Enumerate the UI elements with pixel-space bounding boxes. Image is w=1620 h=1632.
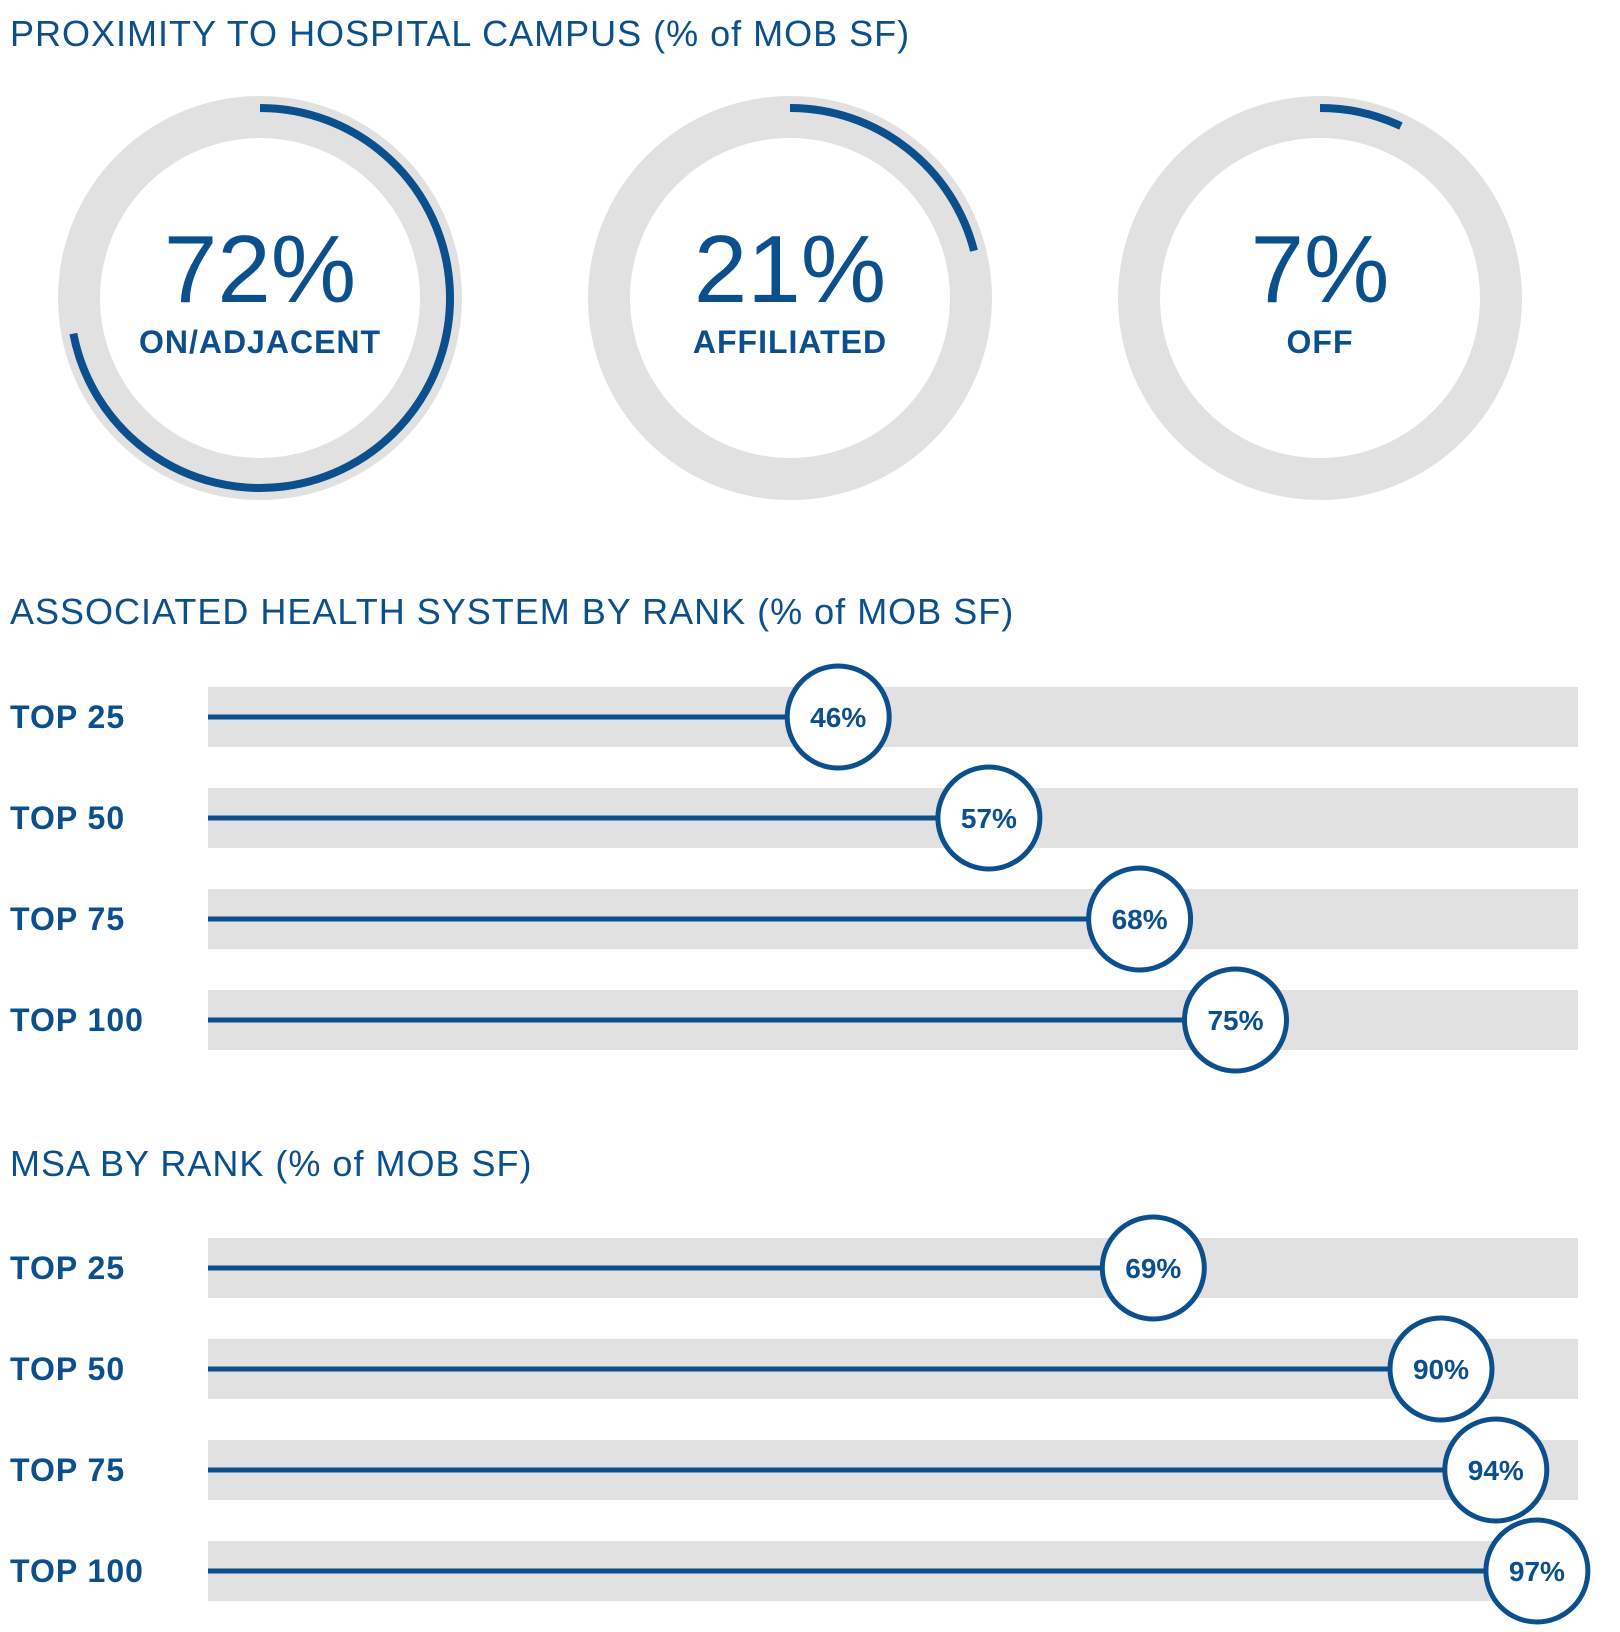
- donut-arc: [69, 104, 454, 492]
- health-system-rows: TOP 25 46% TOP 50 57% TOP 75 68% TOP 100 75%: [10, 663, 1578, 1074]
- row-label: TOP 75: [10, 1452, 125, 1488]
- value-label: 68%: [1112, 904, 1168, 935]
- health-system-section: ASSOCIATED HEALTH SYSTEM BY RANK (% of M…: [10, 591, 1578, 1074]
- value-label: 75%: [1207, 1005, 1263, 1036]
- proximity-title: PROXIMITY TO HOSPITAL CAMPUS (% of MOB S…: [10, 13, 910, 54]
- value-bubble: [1483, 1517, 1591, 1625]
- value-label: 94%: [1468, 1455, 1524, 1486]
- donut-track: [58, 96, 462, 500]
- health-system-title: ASSOCIATED HEALTH SYSTEM BY RANK (% of M…: [10, 591, 1014, 632]
- donut-value: 7%: [1251, 216, 1390, 323]
- value-bubble: [784, 663, 892, 771]
- value-bubble: [1182, 966, 1289, 1074]
- bar-row: TOP 25 46%: [10, 663, 1578, 771]
- donut-value: 21%: [694, 216, 886, 323]
- donut-2: 21%AFFILIATED: [588, 96, 992, 500]
- msa-section: MSA BY RANK (% of MOB SF) TOP 25 69% TOP 5…: [10, 1143, 1591, 1625]
- value-label: 46%: [810, 702, 866, 733]
- bar-row: TOP 75 94%: [10, 1416, 1578, 1524]
- value-bubble: [1442, 1416, 1550, 1524]
- value-bubble: [935, 764, 1043, 872]
- row-label: TOP 100: [10, 1553, 144, 1589]
- donut-value: 72%: [164, 216, 356, 323]
- value-label: 97%: [1509, 1556, 1565, 1587]
- row-label: TOP 50: [10, 1351, 125, 1387]
- proximity-section: PROXIMITY TO HOSPITAL CAMPUS (% of MOB S…: [10, 13, 1522, 500]
- bar-row: TOP 100 75%: [10, 966, 1578, 1074]
- value-label: 57%: [961, 803, 1017, 834]
- row-label: TOP 100: [10, 1002, 144, 1038]
- row-label: TOP 25: [10, 1250, 125, 1286]
- row-label: TOP 25: [10, 699, 125, 735]
- msa-rows: TOP 25 69% TOP 50 90% TOP 75 94% TOP 100 97%: [10, 1214, 1591, 1625]
- donut-label: ON/ADJACENT: [139, 324, 381, 360]
- donut-track: [588, 96, 992, 500]
- row-label: TOP 75: [10, 901, 125, 937]
- value-bubble: [1387, 1315, 1495, 1423]
- donut-label: OFF: [1287, 324, 1354, 360]
- donut-group: 72%ON/ADJACENT 21%AFFILIATED 7%OFF: [58, 96, 1522, 500]
- bar-row: TOP 50 57%: [10, 764, 1578, 872]
- bar-row: TOP 25 69%: [10, 1214, 1578, 1322]
- bar-row: TOP 75 68%: [10, 865, 1578, 973]
- donut-arc: [1319, 104, 1403, 130]
- value-label: 90%: [1413, 1354, 1469, 1385]
- value-bubble: [1086, 865, 1194, 973]
- bar-row: TOP 50 90%: [10, 1315, 1578, 1423]
- donut-1: 72%ON/ADJACENT: [58, 96, 462, 500]
- value-bubble: [1099, 1214, 1207, 1322]
- donut-label: AFFILIATED: [693, 324, 887, 360]
- donut-track: [1118, 96, 1522, 500]
- bar-row: TOP 100 97%: [10, 1517, 1591, 1625]
- donut-3: 7%OFF: [1118, 96, 1522, 500]
- row-label: TOP 50: [10, 800, 125, 836]
- msa-title: MSA BY RANK (% of MOB SF): [10, 1143, 532, 1184]
- value-label: 69%: [1125, 1253, 1181, 1284]
- donut-arc: [789, 104, 978, 252]
